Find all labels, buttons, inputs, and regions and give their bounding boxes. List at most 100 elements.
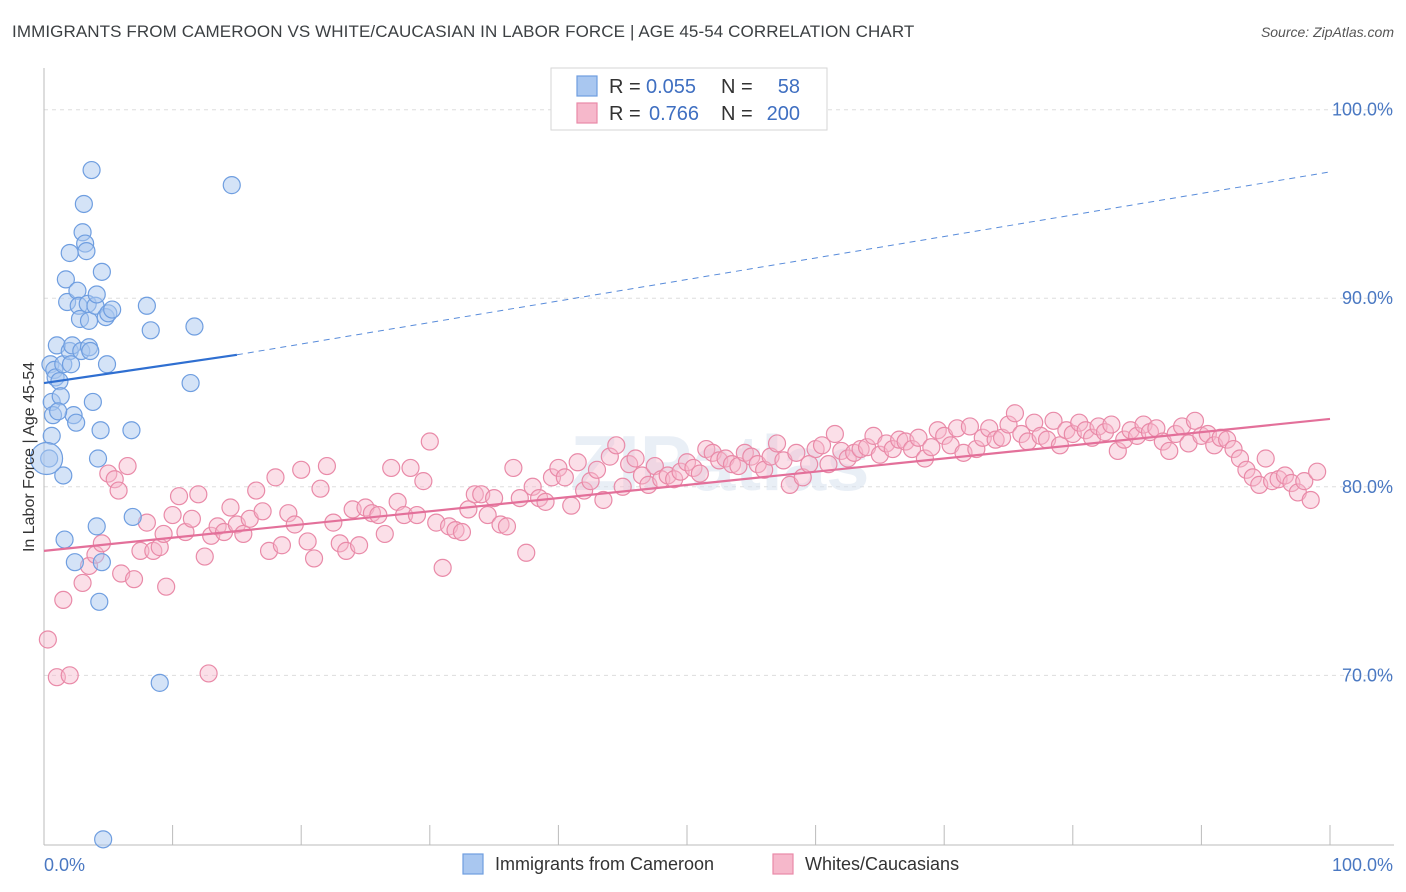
data-point-pink <box>504 458 523 478</box>
data-point-blue <box>65 553 84 572</box>
data-point-pink <box>600 447 619 466</box>
data-point-pink <box>851 439 870 459</box>
legend-r-value-2: 0.766 <box>649 103 699 125</box>
data-point-blue <box>87 285 106 304</box>
pink-series-points <box>38 404 1327 687</box>
legend-swatch-pink <box>576 102 598 124</box>
data-point-pink <box>742 447 761 466</box>
series-swatch-pink <box>772 853 794 875</box>
data-point-blue <box>90 592 109 611</box>
data-point-pink <box>722 455 742 474</box>
data-point-pink <box>199 664 218 683</box>
legend-r-label-1: R = <box>609 76 641 98</box>
data-point-pink <box>1185 411 1205 430</box>
data-point-blue <box>103 300 122 319</box>
data-point-pink <box>517 543 536 562</box>
data-point-pink <box>555 468 574 487</box>
legend-n-label-1: N = <box>721 76 753 98</box>
data-point-pink <box>54 590 73 610</box>
data-point-pink <box>38 630 57 649</box>
data-point-blue <box>222 176 241 195</box>
data-point-pink <box>491 515 510 534</box>
data-point-pink <box>665 470 684 489</box>
data-point-pink <box>414 472 433 491</box>
data-point-pink <box>195 547 214 566</box>
data-point-pink <box>446 521 465 540</box>
data-point-pink <box>298 532 317 551</box>
chart-title: IMMIGRANTS FROM CAMEROON VS WHITE/CAUCAS… <box>12 22 915 41</box>
x-tick-label: 100.0% <box>1332 855 1393 875</box>
data-point-pink <box>1256 449 1275 468</box>
data-point-blue <box>97 355 117 374</box>
data-point-pink <box>292 460 311 479</box>
data-point-pink <box>1005 404 1025 423</box>
data-point-pink <box>60 666 79 685</box>
data-point-pink <box>1295 472 1314 491</box>
blue-series-points <box>29 160 241 849</box>
x-tick-labels: 0.0% 100.0% <box>44 855 1393 875</box>
data-point-blue <box>123 507 142 527</box>
data-point-blue <box>82 160 101 180</box>
trend-line-pink <box>43 417 1331 552</box>
data-point-blue <box>91 421 110 440</box>
data-point-pink <box>497 517 517 536</box>
data-point-pink <box>311 479 330 498</box>
correlation-legend: R = 0.055 N = 58 R = 0.766 N = 200 <box>550 67 828 131</box>
data-point-pink <box>922 438 941 457</box>
data-point-blue <box>181 373 200 393</box>
data-point-blue <box>122 421 141 440</box>
trend-line-blue-extension <box>236 171 1331 356</box>
data-point-pink <box>317 456 337 476</box>
data-point-pink <box>986 430 1005 449</box>
data-point-pink <box>124 570 144 589</box>
legend-r-value-1: 0.055 <box>646 76 696 98</box>
series-swatch-blue <box>462 853 484 875</box>
data-point-blue <box>92 553 111 572</box>
data-point-blue <box>81 341 100 361</box>
data-point-pink <box>562 496 581 515</box>
data-point-pink <box>626 449 645 468</box>
data-point-pink <box>73 573 92 593</box>
data-point-pink <box>459 500 478 519</box>
data-point-blue <box>83 392 102 412</box>
data-point-blue <box>60 243 79 263</box>
data-point-blue <box>42 426 61 445</box>
legend-r-label-2: R = <box>609 103 641 125</box>
data-point-pink <box>118 456 137 476</box>
data-point-pink <box>1275 466 1295 485</box>
data-point-pink <box>375 524 394 544</box>
data-point-pink <box>478 505 497 525</box>
y-tick-label: 80.0% <box>1342 477 1393 497</box>
data-point-pink <box>485 488 504 508</box>
data-point-pink <box>800 455 819 474</box>
data-point-blue <box>137 296 156 315</box>
data-point-pink <box>967 439 986 459</box>
data-point-pink <box>960 417 980 436</box>
data-point-pink <box>523 477 542 496</box>
data-point-pink <box>304 549 324 568</box>
data-point-pink <box>452 522 472 542</box>
data-point-pink <box>407 505 427 525</box>
data-point-pink <box>632 466 652 485</box>
legend-n-value-1: 58 <box>778 76 800 98</box>
data-point-pink <box>787 443 806 462</box>
data-point-blue <box>88 449 108 468</box>
data-point-blue <box>61 355 81 374</box>
data-point-pink <box>549 458 568 478</box>
data-point-blue <box>141 321 160 340</box>
data-point-pink <box>581 472 600 491</box>
data-point-pink <box>266 468 285 487</box>
grid-lines <box>44 109 1394 676</box>
data-point-blue <box>150 673 169 692</box>
data-point-blue <box>87 517 106 536</box>
data-point-pink <box>247 481 266 500</box>
y-tick-labels: 70.0% 80.0% 90.0% 100.0% <box>1332 100 1393 686</box>
data-point-pink <box>1224 439 1243 459</box>
data-point-blue <box>185 317 204 336</box>
data-point-blue <box>74 194 93 214</box>
data-point-blue <box>51 387 70 406</box>
data-point-pink <box>1160 441 1179 461</box>
data-point-pink <box>157 577 176 596</box>
data-point-pink <box>607 436 626 455</box>
